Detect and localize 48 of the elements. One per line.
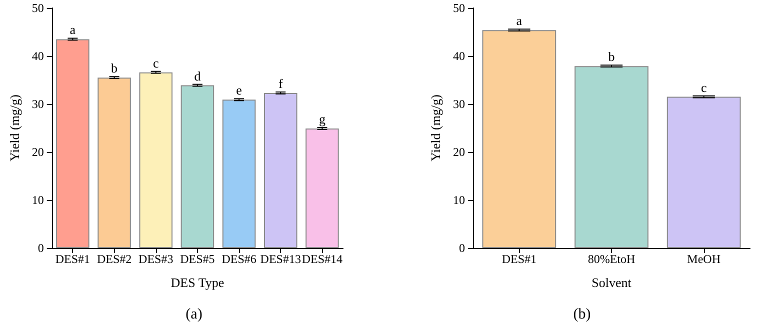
y-tick-label: 40	[453, 49, 465, 63]
bar	[482, 30, 556, 248]
y-tick-label: 30	[32, 97, 44, 111]
bar	[139, 72, 172, 248]
bar	[666, 96, 741, 248]
x-tick-label: DES#14	[302, 252, 343, 266]
y-tick-label: 10	[32, 193, 44, 207]
y-tick-label: 0	[459, 241, 465, 255]
annotation: c	[152, 55, 159, 70]
y-tick-label: 20	[32, 145, 44, 159]
annotation: e	[236, 82, 242, 98]
bar	[56, 39, 90, 248]
annotation: b	[608, 49, 615, 64]
y-tick-label: 50	[453, 1, 465, 15]
x-tick-label: DES#5	[180, 252, 215, 266]
y-tick-label: 30	[453, 97, 465, 111]
y-axis-title: Yield (mg/g)	[428, 94, 444, 162]
x-tick-label: 80%EtoH	[588, 252, 636, 266]
annotation: a	[70, 22, 76, 38]
annotation: a	[516, 13, 522, 28]
annotation: g	[318, 112, 326, 127]
y-tick-label: 20	[453, 145, 465, 159]
x-axis-title: Solvent	[592, 275, 632, 290]
x-tick-label: DES#6	[222, 252, 256, 266]
text: (b)	[573, 306, 591, 322]
y-axis-title: Yield (mg/g)	[7, 94, 22, 162]
x-axis-title: DES Type	[170, 275, 224, 290]
y-tick-label: 40	[32, 49, 44, 63]
annotation: d	[194, 68, 202, 84]
x-tick-label: MeOH	[687, 252, 721, 266]
bar	[306, 128, 339, 248]
y-tick-label: 10	[453, 193, 465, 207]
bar	[98, 78, 131, 248]
text: (a)	[186, 306, 202, 322]
annotation: c	[700, 80, 707, 95]
bar	[222, 100, 256, 248]
x-tick-label: DES#1	[55, 252, 90, 266]
bar	[574, 66, 648, 248]
y-tick-label: 0	[38, 241, 44, 255]
annotation: b	[111, 60, 118, 76]
x-tick-label: DES#2	[96, 252, 132, 266]
x-tick-label: DES#3	[138, 252, 174, 266]
bar	[180, 85, 214, 248]
x-tick-label: DES#1	[502, 252, 537, 266]
annotation: f	[278, 76, 284, 91]
x-tick-label: DES#13	[260, 252, 301, 266]
bar	[264, 92, 298, 248]
y-tick-label: 50	[32, 1, 44, 15]
